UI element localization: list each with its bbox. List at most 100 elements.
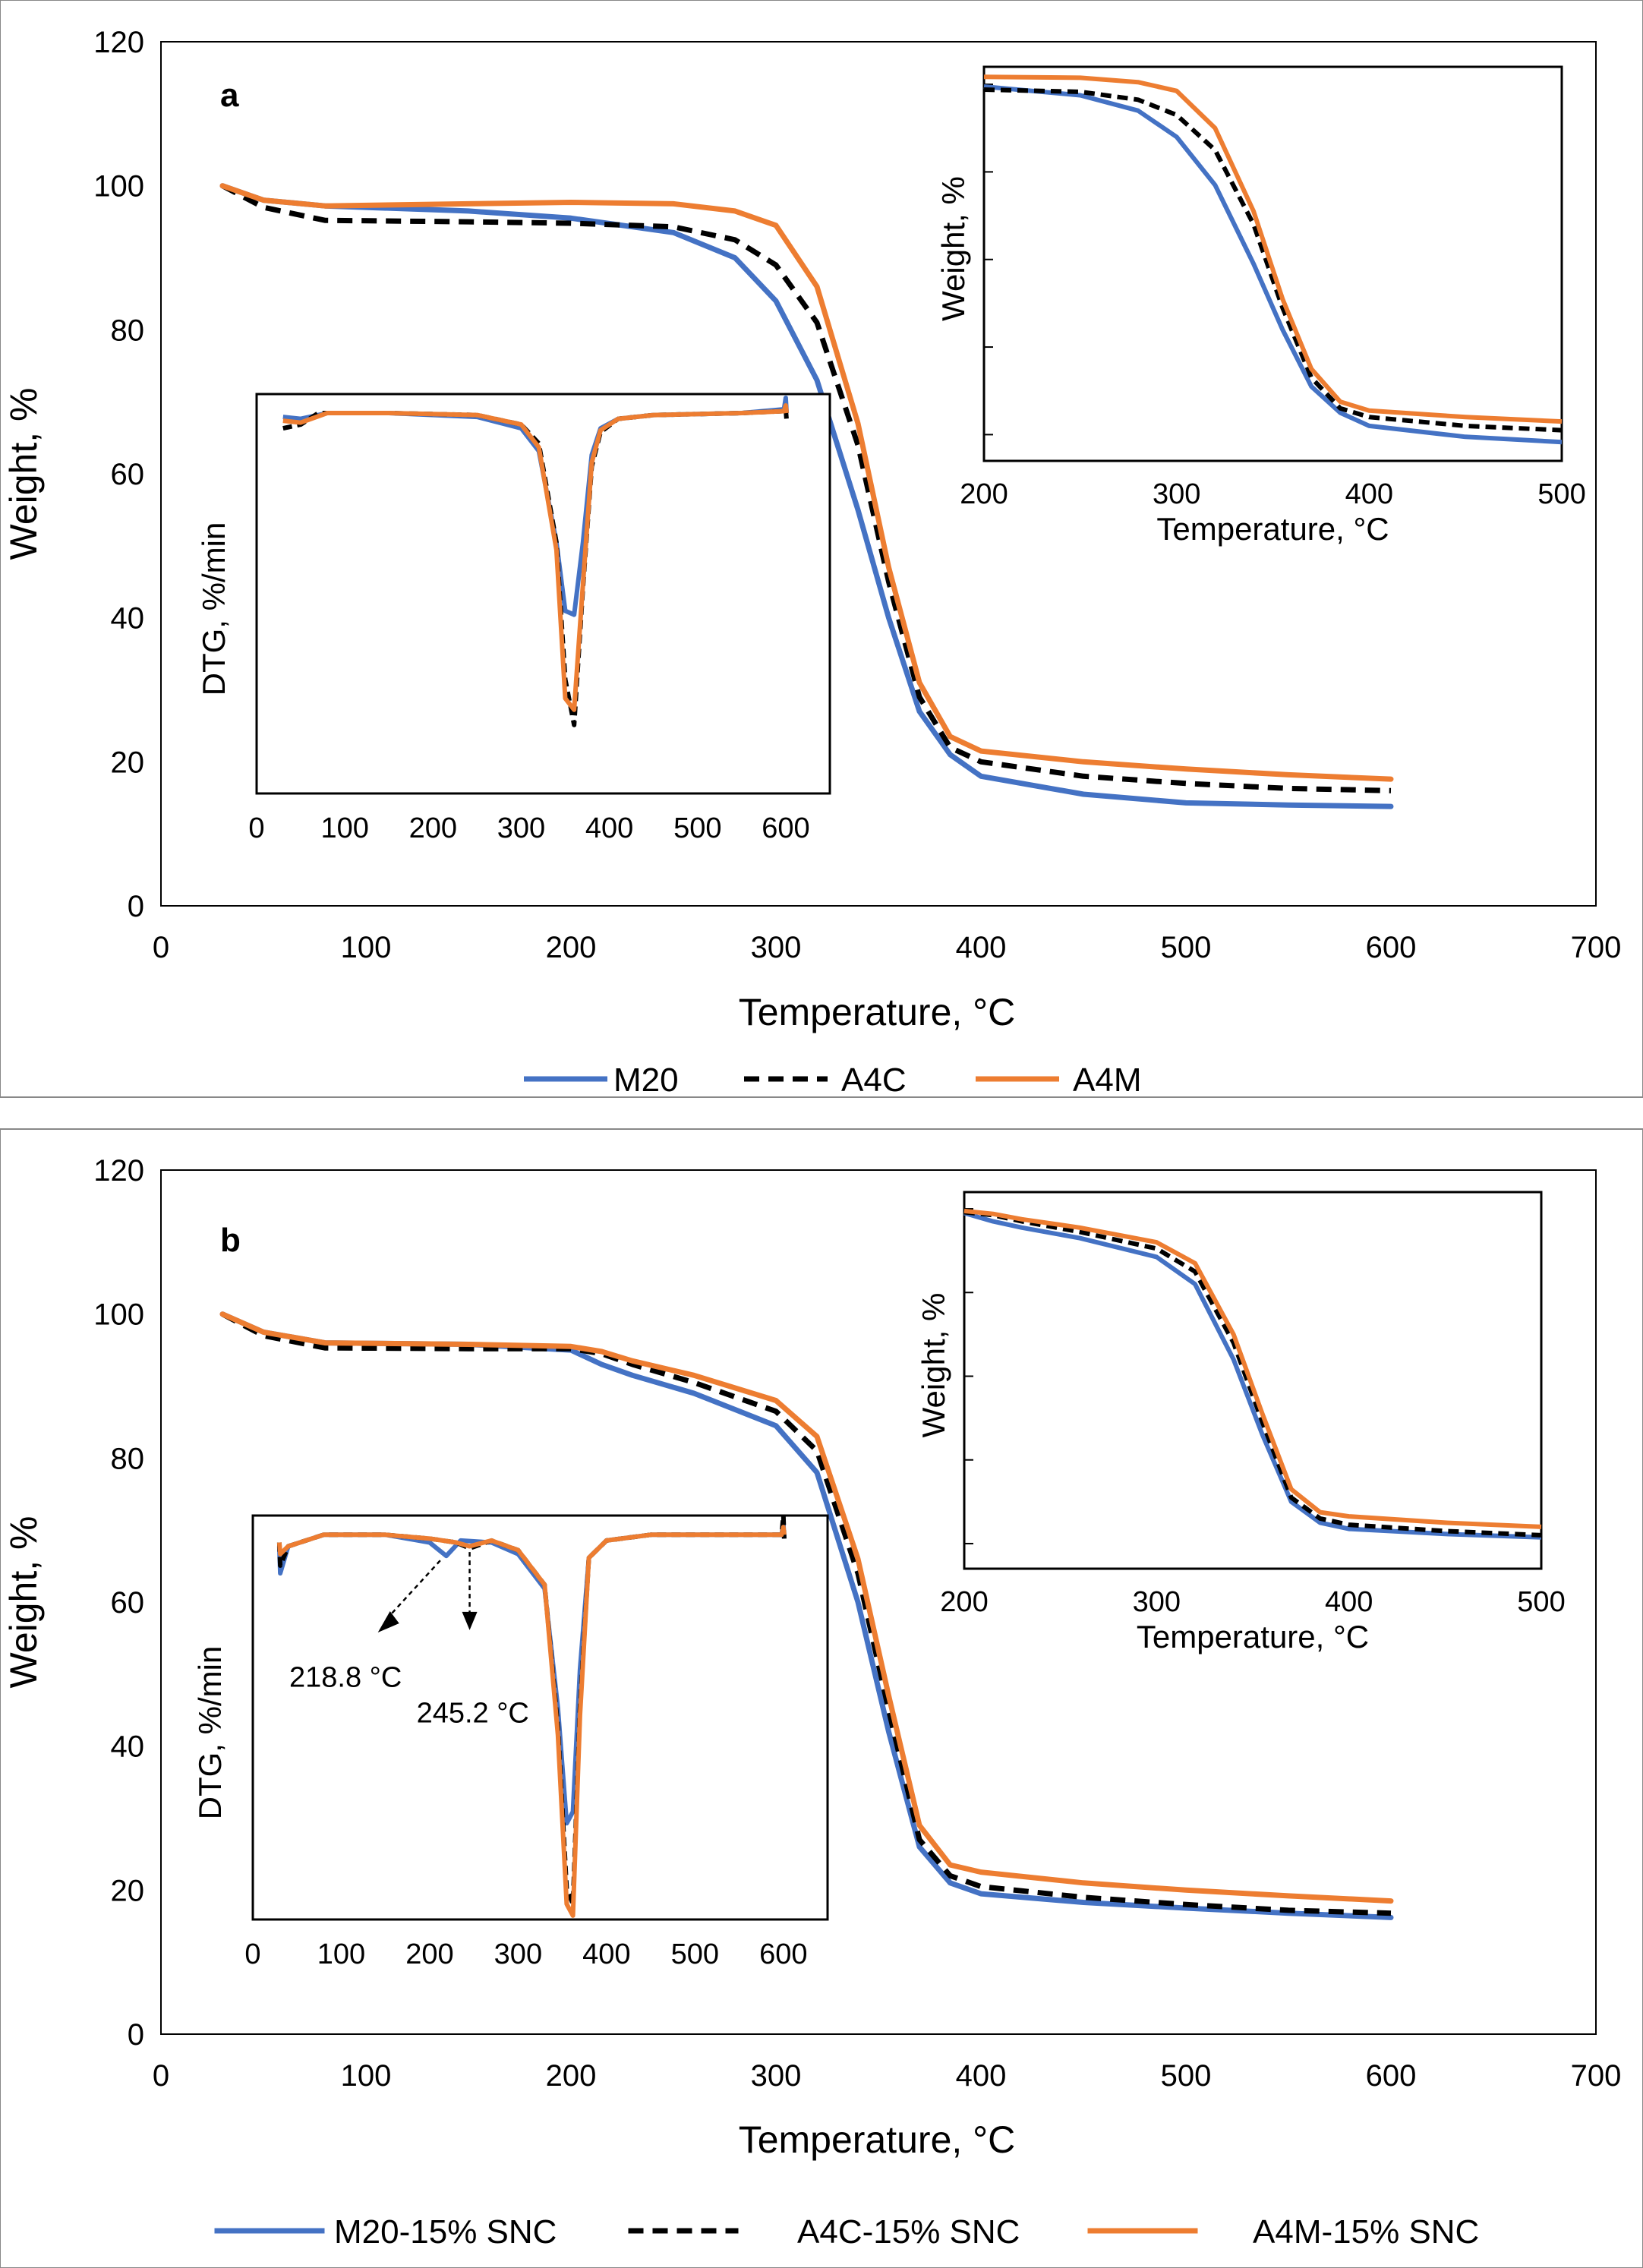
zoom-series-line-a4c xyxy=(983,87,1563,433)
x-tick-label: 400 xyxy=(956,931,1007,964)
x-tick-label: 600 xyxy=(1366,931,1417,964)
zoom-series-line-a4m-15-snc xyxy=(963,1208,1542,1529)
zoom-x-tick-label: 500 xyxy=(1537,478,1585,510)
y-tick-label: 100 xyxy=(93,1298,144,1332)
legend-label: A4M-15% SNC xyxy=(1253,2213,1479,2251)
x-tick-label: 200 xyxy=(546,2059,597,2093)
legend-label: M20 xyxy=(613,1061,679,1099)
dtg-x-tick-label: 200 xyxy=(409,812,457,844)
y-tick-label: 20 xyxy=(111,1874,145,1907)
y-tick-label: 0 xyxy=(128,2018,144,2052)
panel-b-frame xyxy=(0,1128,1643,2268)
y-tick-label: 80 xyxy=(111,1442,145,1475)
zoom-series-line-m20-15-snc xyxy=(963,1210,1542,1540)
x-tick-label: 400 xyxy=(956,2059,1007,2093)
y-axis-label: Weight, % xyxy=(2,1516,45,1689)
y-axis-label: Weight, % xyxy=(2,388,45,560)
y-tick-label: 60 xyxy=(111,1586,145,1620)
zoom-x-tick-label: 500 xyxy=(1517,1586,1565,1618)
zoom-y-axis-label: Weight, % xyxy=(916,1293,951,1438)
annotation-arrowhead-245 xyxy=(462,1611,478,1630)
zoom-x-tick-label: 400 xyxy=(1345,478,1393,510)
y-tick-label: 40 xyxy=(111,602,145,636)
x-tick-label: 500 xyxy=(1161,931,1212,964)
x-axis-label: Temperature, °C xyxy=(739,2118,1016,2161)
series-line-a4m xyxy=(219,183,1394,782)
dtg-x-tick-label: 300 xyxy=(494,1938,542,1970)
zoom-x-tick-label: 300 xyxy=(1153,478,1200,510)
y-tick-label: 20 xyxy=(111,746,145,779)
y-tick-label: 80 xyxy=(111,314,145,347)
dtg-x-tick-label: 400 xyxy=(582,1938,630,1970)
zoom-x-axis-label: Temperature, °C xyxy=(1137,1619,1369,1654)
dtg-series-line-a4m xyxy=(282,403,790,712)
panel-a: 0 100 200 300 400 500 600 700 0 20 40 60 80 100 120 Tem… xyxy=(0,0,1643,1099)
x-tick-label: 100 xyxy=(341,2059,392,2093)
legend-label: A4C xyxy=(841,1061,907,1099)
y-tick-label: 120 xyxy=(93,26,144,59)
dtg-inset-border xyxy=(255,393,831,795)
dtg-series-line-a4m-15-snc xyxy=(276,1525,787,1918)
panel-b-zoom-inset: 200 300 400 500 Temperature, °C Weight, % xyxy=(916,1191,1566,1654)
zoom-series-line-m20 xyxy=(983,84,1563,445)
dtg-x-tick-label: 600 xyxy=(762,812,809,844)
x-tick-label: 0 xyxy=(153,931,169,964)
x-tick-label: 200 xyxy=(546,931,597,964)
panel-b: 0 100 200 300 400 500 600 700 0 20 40 60 80 100 120 Tem… xyxy=(0,1128,1643,2268)
panel-a-legend: M20 A4C A4M xyxy=(524,1061,1141,1099)
annotation-arrow-218 xyxy=(384,1560,441,1621)
dtg-y-axis-label: DTG, %/min xyxy=(196,522,232,696)
dtg-x-tick-label: 0 xyxy=(244,1938,260,1970)
zoom-x-tick-label: 300 xyxy=(1133,1586,1181,1618)
zoom-x-tick-label: 200 xyxy=(940,1586,988,1618)
dtg-x-tick-label: 500 xyxy=(671,1938,719,1970)
dtg-x-tick-label: 200 xyxy=(405,1938,453,1970)
panel-b-dtg-inset: 0 100 200 300 400 500 600 DTG, %/min 218.8 °C 245… xyxy=(192,1513,829,1970)
dtg-x-tick-label: 500 xyxy=(673,812,721,844)
x-tick-label: 300 xyxy=(751,2059,802,2093)
zoom-y-axis-label: Weight, % xyxy=(935,176,971,321)
zoom-inset-border xyxy=(963,1191,1543,1570)
annotation-arrowhead-218 xyxy=(377,1611,399,1632)
y-tick-label: 60 xyxy=(111,458,145,491)
legend-label: A4C-15% SNC xyxy=(797,2213,1020,2251)
dtg-x-tick-label: 300 xyxy=(497,812,545,844)
dtg-x-tick-label: 100 xyxy=(317,1938,365,1970)
series-line-a4c-15-snc xyxy=(221,1311,1392,1916)
panel-a-dtg-inset: 0 100 200 300 400 500 600 DTG, %/min xyxy=(196,393,831,844)
x-tick-label: 500 xyxy=(1161,2059,1212,2093)
x-tick-label: 300 xyxy=(751,931,802,964)
y-tick-label: 0 xyxy=(128,890,144,923)
x-tick-label: 600 xyxy=(1366,2059,1417,2093)
panel-b-letter: b xyxy=(220,1222,241,1259)
zoom-series-line-a4m xyxy=(983,74,1563,424)
panel-b-legend: M20-15% SNC A4C-15% SNC A4M-15% SNC xyxy=(214,2213,1479,2251)
x-tick-label: 700 xyxy=(1571,931,1622,964)
dtg-x-tick-label: 0 xyxy=(248,812,264,844)
series-line-a4c xyxy=(221,183,1392,793)
plot-area-border xyxy=(160,41,1597,907)
dtg-x-tick-label: 600 xyxy=(759,1938,807,1970)
y-tick-label: 100 xyxy=(93,170,144,203)
y-tick-label: 120 xyxy=(93,1154,144,1188)
dtg-x-tick-label: 400 xyxy=(585,812,633,844)
legend-label: A4M xyxy=(1073,1061,1141,1099)
series-line-m20 xyxy=(219,183,1394,809)
dtg-y-axis-label: DTG, %/min xyxy=(192,1646,228,1820)
x-axis-label: Temperature, °C xyxy=(739,991,1016,1033)
zoom-x-axis-label: Temperature, °C xyxy=(1156,511,1389,547)
series-line-a4m-15-snc xyxy=(219,1311,1394,1904)
panel-a-zoom-inset: 200 300 400 500 Temperature, °C Weight, % xyxy=(935,65,1586,547)
zoom-x-tick-label: 400 xyxy=(1325,1586,1373,1618)
annotation-label-218: 218.8 °C xyxy=(289,1662,402,1694)
x-tick-label: 700 xyxy=(1571,2059,1622,2093)
legend-label: M20-15% SNC xyxy=(334,2213,557,2251)
dtg-x-tick-label: 100 xyxy=(320,812,368,844)
panel-a-main-plot: 0 100 200 300 400 500 600 700 0 20 40 60 80 100 120 Tem… xyxy=(2,26,1621,1033)
plot-area-border xyxy=(160,1169,1597,2035)
panel-a-frame xyxy=(0,0,1643,1098)
panel-b-main-plot: 0 100 200 300 400 500 600 700 0 20 40 60 80 100 120 Tem… xyxy=(2,1154,1621,2161)
y-tick-label: 40 xyxy=(111,1730,145,1764)
panel-a-letter: a xyxy=(220,77,239,114)
